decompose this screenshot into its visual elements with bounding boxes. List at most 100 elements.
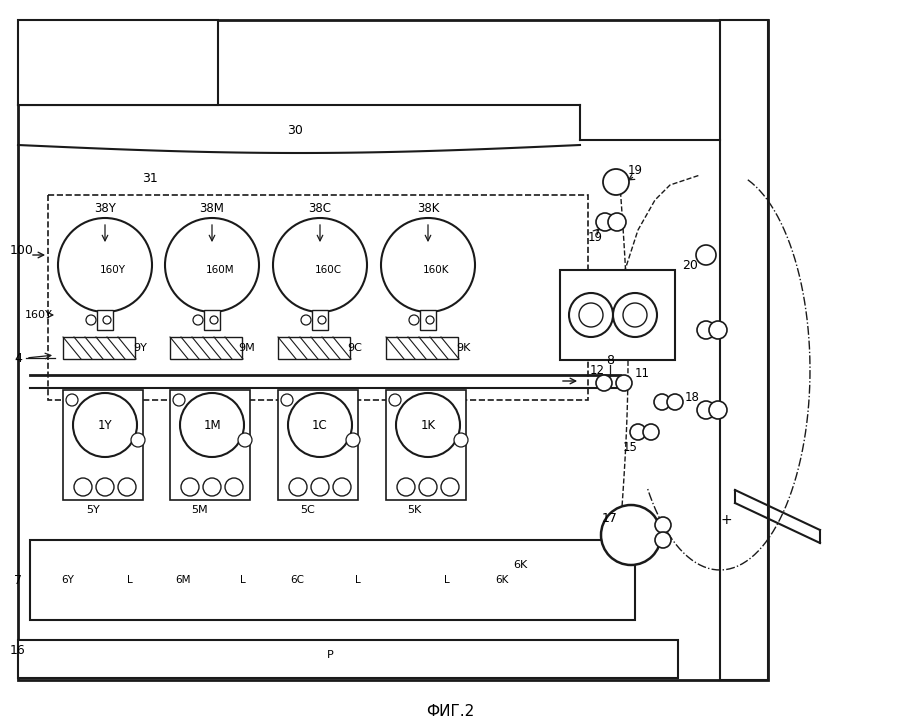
Circle shape — [193, 315, 203, 325]
Circle shape — [709, 401, 727, 419]
Bar — [560, 270, 675, 360]
Text: 5C: 5C — [301, 505, 315, 515]
Circle shape — [396, 393, 460, 457]
Circle shape — [601, 505, 661, 565]
Text: 6Y: 6Y — [61, 575, 75, 585]
Circle shape — [311, 478, 329, 496]
Circle shape — [203, 478, 221, 496]
Circle shape — [225, 478, 243, 496]
Text: 160Y: 160Y — [25, 310, 53, 320]
Circle shape — [118, 478, 136, 496]
Text: 160K: 160K — [423, 265, 449, 275]
Circle shape — [210, 316, 218, 324]
Text: 1M: 1M — [203, 418, 220, 431]
Bar — [30, 540, 635, 620]
Circle shape — [596, 213, 614, 231]
Circle shape — [697, 401, 715, 419]
Circle shape — [667, 394, 683, 410]
Circle shape — [74, 478, 92, 496]
Text: 12: 12 — [590, 363, 605, 376]
Circle shape — [389, 394, 401, 406]
Circle shape — [165, 218, 259, 312]
Text: 30: 30 — [287, 123, 303, 136]
Text: 5M: 5M — [192, 505, 208, 515]
Circle shape — [419, 478, 437, 496]
Text: 16: 16 — [10, 645, 26, 658]
Text: 38C: 38C — [309, 202, 331, 215]
Bar — [18, 640, 678, 678]
Bar — [720, 20, 768, 680]
Text: 18: 18 — [685, 391, 699, 404]
Circle shape — [381, 218, 475, 312]
Circle shape — [281, 394, 293, 406]
Circle shape — [180, 393, 244, 457]
Circle shape — [131, 433, 145, 447]
Circle shape — [608, 213, 626, 231]
Circle shape — [86, 315, 96, 325]
Bar — [386, 337, 458, 359]
Bar — [63, 337, 135, 359]
Text: 9K: 9K — [455, 343, 470, 353]
Bar — [312, 310, 328, 330]
Text: 7: 7 — [14, 573, 22, 587]
Text: 9M: 9M — [238, 343, 256, 353]
Text: L: L — [240, 575, 246, 585]
Text: 31: 31 — [142, 172, 157, 184]
Circle shape — [173, 394, 185, 406]
Bar — [18, 20, 768, 680]
Circle shape — [643, 424, 659, 440]
Bar — [48, 195, 588, 400]
Bar — [278, 337, 350, 359]
Text: L: L — [444, 575, 450, 585]
Circle shape — [613, 293, 657, 337]
Text: 1Y: 1Y — [98, 418, 112, 431]
Circle shape — [454, 433, 468, 447]
Circle shape — [616, 375, 632, 391]
Circle shape — [66, 394, 78, 406]
Circle shape — [273, 218, 367, 312]
Text: 9C: 9C — [347, 343, 363, 353]
Circle shape — [318, 316, 326, 324]
Bar — [63, 390, 143, 500]
Text: 5K: 5K — [407, 505, 421, 515]
Circle shape — [289, 478, 307, 496]
Text: +: + — [720, 513, 732, 527]
Bar — [420, 310, 436, 330]
Text: 38K: 38K — [417, 202, 439, 215]
Text: 38M: 38M — [200, 202, 224, 215]
Text: 8: 8 — [606, 354, 614, 367]
Bar — [386, 390, 466, 500]
Text: 6C: 6C — [290, 575, 304, 585]
Text: 5Y: 5Y — [86, 505, 100, 515]
Bar — [204, 310, 220, 330]
Text: 160M: 160M — [206, 265, 234, 275]
Text: P: P — [327, 650, 333, 660]
Text: 19: 19 — [588, 231, 602, 244]
Circle shape — [654, 394, 670, 410]
Circle shape — [346, 433, 360, 447]
Circle shape — [288, 393, 352, 457]
Circle shape — [238, 433, 252, 447]
Circle shape — [397, 478, 415, 496]
Circle shape — [58, 218, 152, 312]
Text: 15: 15 — [623, 441, 637, 454]
Text: 20: 20 — [682, 259, 698, 271]
Bar — [170, 337, 242, 359]
Circle shape — [103, 316, 111, 324]
Circle shape — [73, 393, 137, 457]
Circle shape — [696, 245, 716, 265]
Text: 160Y: 160Y — [100, 265, 126, 275]
Bar — [97, 310, 113, 330]
Circle shape — [596, 375, 612, 391]
Circle shape — [426, 316, 434, 324]
Text: 1K: 1K — [420, 418, 436, 431]
Circle shape — [630, 424, 646, 440]
Circle shape — [181, 478, 199, 496]
Text: 9Y: 9Y — [133, 343, 147, 353]
Text: 4: 4 — [14, 352, 22, 365]
Circle shape — [409, 315, 419, 325]
Text: L: L — [356, 575, 361, 585]
Circle shape — [569, 293, 613, 337]
Circle shape — [333, 478, 351, 496]
Text: 6K: 6K — [495, 575, 508, 585]
